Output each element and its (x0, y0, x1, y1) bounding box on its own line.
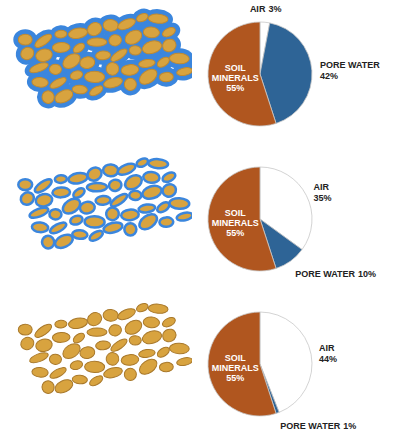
svg-text:AIR3%: AIR3% (250, 4, 282, 14)
svg-text:SOILMINERALS55%: SOILMINERALS55% (212, 63, 259, 93)
svg-text:PORE WATER1%: PORE WATER1% (280, 421, 356, 431)
svg-text:AIR35%: AIR35% (313, 182, 331, 203)
svg-text:AIR44%: AIR44% (319, 343, 337, 364)
svg-text:SOILMINERALS55%: SOILMINERALS55% (212, 353, 259, 383)
svg-text:PORE WATER42%: PORE WATER42% (320, 60, 380, 81)
svg-text:SOILMINERALS55%: SOILMINERALS55% (212, 208, 259, 238)
svg-text:PORE WATER10%: PORE WATER10% (295, 269, 376, 279)
